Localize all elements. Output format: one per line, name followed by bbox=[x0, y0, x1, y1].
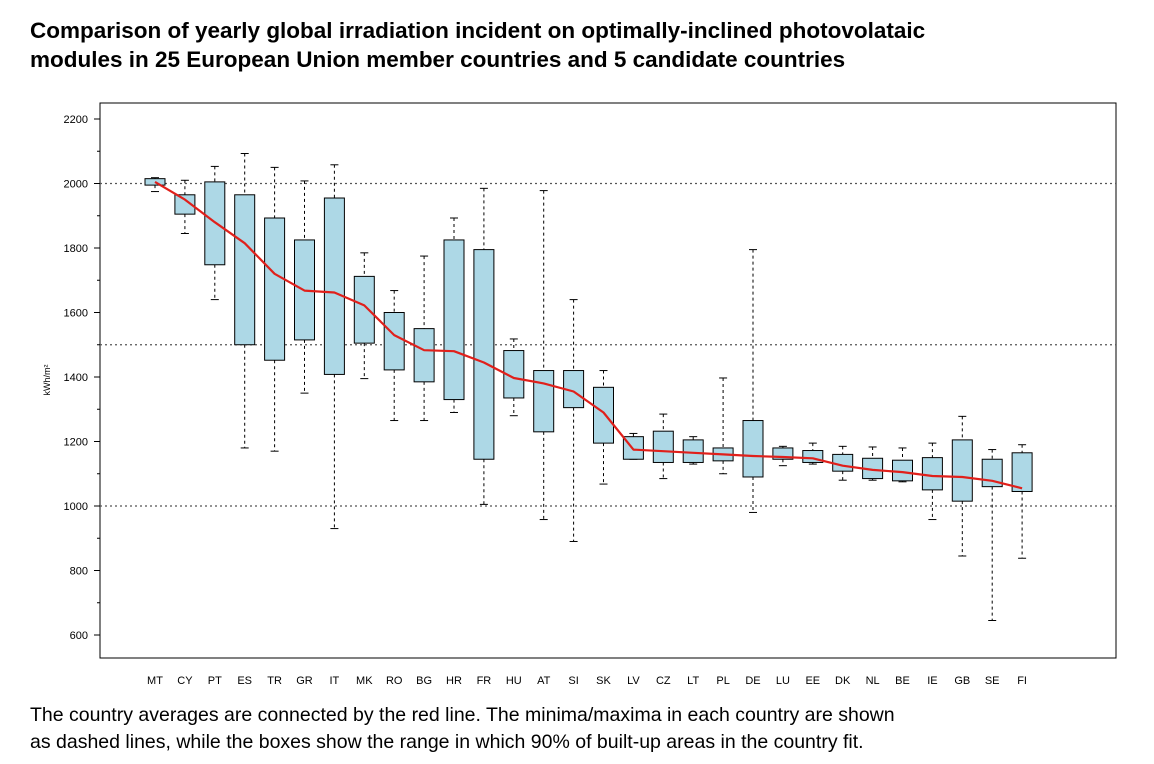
y-tick-label-1800: 1800 bbox=[64, 243, 88, 255]
box-cz bbox=[652, 430, 674, 463]
y-tick-label-600: 600 bbox=[70, 630, 88, 642]
chart-title-line-2: modules in 25 European Union member coun… bbox=[30, 47, 846, 72]
y-axis: 600 800 1000 1200 1400 1600 1800 2000 2200 bbox=[64, 114, 100, 642]
box-de bbox=[742, 420, 764, 478]
y-tick-label-2000: 2000 bbox=[64, 179, 88, 191]
y-tick-label-1600: 1600 bbox=[64, 308, 88, 320]
x-tick-label-gb: GB bbox=[954, 675, 970, 687]
chart-title-line-1: Comparison of yearly global irradiation … bbox=[30, 18, 926, 43]
box-mk bbox=[353, 275, 375, 344]
chart-caption: The country averages are connected by th… bbox=[30, 702, 1150, 756]
box-lt bbox=[682, 439, 704, 463]
box-gb bbox=[951, 439, 973, 502]
x-tick-label-hu: HU bbox=[506, 675, 522, 687]
x-tick-label-pt: PT bbox=[208, 675, 222, 687]
x-tick-label-es: ES bbox=[237, 675, 252, 687]
box-hr bbox=[443, 239, 465, 401]
x-tick-label-mt: MT bbox=[147, 675, 163, 687]
x-tick-label-nl: NL bbox=[866, 675, 880, 687]
x-tick-label-mk: MK bbox=[356, 675, 373, 687]
y-tick-label-1000: 1000 bbox=[64, 501, 88, 513]
whiskers bbox=[151, 153, 1027, 621]
mean-line-layer bbox=[154, 180, 1023, 490]
box-ie bbox=[921, 457, 943, 491]
x-tick-label-ie: IE bbox=[927, 675, 937, 687]
box-sk bbox=[593, 386, 614, 444]
x-tick-label-fr: FR bbox=[477, 675, 492, 687]
x-tick-label-dk: DK bbox=[835, 675, 851, 687]
mean-line bbox=[154, 180, 1023, 490]
box-cy bbox=[174, 194, 196, 215]
caption-line-1: The country averages are connected by th… bbox=[30, 704, 895, 726]
box-tr bbox=[264, 217, 286, 361]
y-tick-label-2200: 2200 bbox=[64, 114, 88, 126]
x-tick-label-sk: SK bbox=[596, 675, 611, 687]
y-tick-label-1400: 1400 bbox=[64, 372, 88, 384]
box-lu bbox=[772, 447, 794, 460]
x-tick-label-at: AT bbox=[537, 675, 551, 687]
x-tick-label-ee: EE bbox=[805, 675, 820, 687]
x-tick-label-lt: LT bbox=[687, 675, 699, 687]
y-tick-label-1200: 1200 bbox=[64, 437, 88, 449]
x-tick-label-cz: CZ bbox=[656, 675, 671, 687]
x-tick-label-tr: TR bbox=[267, 675, 282, 687]
x-tick-label-lv: LV bbox=[627, 675, 640, 687]
x-tick-label-bg: BG bbox=[416, 675, 432, 687]
box-fi bbox=[1011, 452, 1033, 492]
box-fr bbox=[473, 249, 495, 460]
gridlines bbox=[100, 182, 1116, 507]
x-tick-label-pl: PL bbox=[716, 675, 729, 687]
x-tick-label-cy: CY bbox=[177, 675, 193, 687]
box-hu bbox=[503, 350, 525, 399]
box-es bbox=[234, 194, 256, 346]
boxes bbox=[144, 178, 1033, 502]
box-ee bbox=[802, 450, 824, 463]
x-tick-label-se: SE bbox=[985, 675, 1000, 687]
y-tick-label-800: 800 bbox=[70, 566, 88, 578]
box-it bbox=[323, 197, 345, 375]
x-tick-label-lu: LU bbox=[776, 675, 790, 687]
plot-frame bbox=[99, 102, 1117, 659]
x-tick-label-ro: RO bbox=[386, 675, 403, 687]
box-at bbox=[533, 370, 555, 433]
x-tick-label-fi: FI bbox=[1017, 675, 1027, 687]
box-mt bbox=[144, 178, 166, 186]
chart-title: Comparison of yearly global irradiation … bbox=[30, 16, 1140, 74]
box-ro bbox=[383, 312, 405, 371]
y-axis-label: kWh/m² bbox=[42, 365, 52, 396]
box-bg bbox=[413, 328, 435, 383]
x-axis: MT CY PT ES TR GR IT MK RO BG HR FR HU AT SI SK LV CZ LT PL… bbox=[147, 675, 1027, 687]
x-tick-label-it: IT bbox=[330, 675, 340, 687]
x-tick-label-si: SI bbox=[568, 675, 578, 687]
boxplot-chart: 600 800 1000 1200 1400 1600 1800 2000 2200 MT CY P… bbox=[42, 102, 1117, 687]
x-tick-label-gr: GR bbox=[296, 675, 313, 687]
x-tick-label-de: DE bbox=[745, 675, 760, 687]
x-tick-label-hr: HR bbox=[446, 675, 462, 687]
caption-line-2: as dashed lines, while the boxes show th… bbox=[30, 731, 864, 753]
x-tick-label-be: BE bbox=[895, 675, 910, 687]
box-dk bbox=[832, 453, 854, 472]
